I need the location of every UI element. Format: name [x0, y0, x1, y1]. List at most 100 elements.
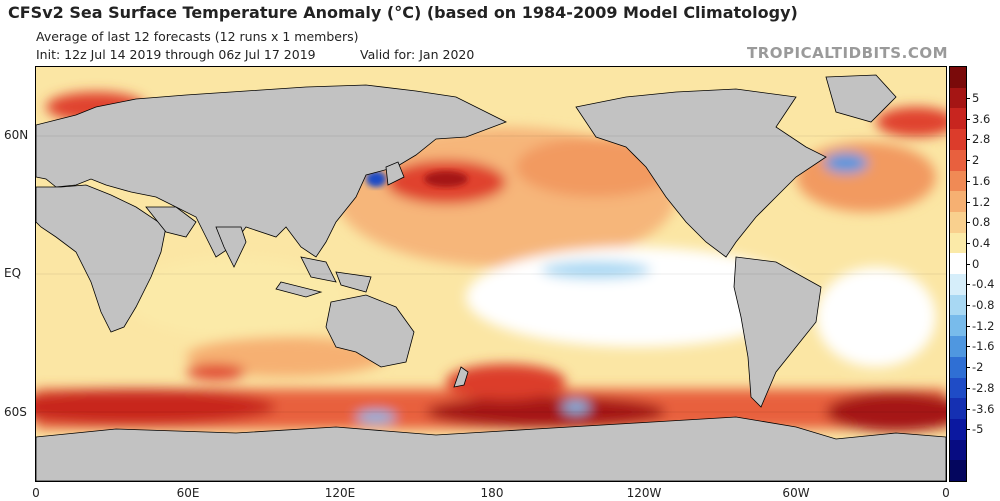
colorbar-tick	[966, 222, 970, 224]
colorbar-tick	[966, 98, 970, 100]
colorbar-label: 1.2	[972, 194, 991, 209]
colorbar-swatch	[950, 191, 966, 213]
south-atlantic-strong-warm	[826, 392, 946, 432]
nordic-seas-warm-anomaly	[876, 107, 946, 137]
colorbar-label: -2	[972, 360, 984, 375]
lat-label-60s: 60S	[4, 405, 27, 419]
south-indian-strong-warm	[36, 389, 276, 425]
lon-label-0-right: 0	[942, 486, 950, 500]
colorbar-swatch	[950, 356, 966, 378]
chart-title: CFSv2 Sea Surface Temperature Anomaly (°…	[8, 3, 798, 22]
tasman-warm-anomaly	[446, 364, 566, 400]
colorbar-tick	[966, 325, 970, 327]
colorbar-tick	[966, 242, 970, 244]
indian-ocean-neutral	[126, 257, 346, 337]
australia-land	[325, 294, 415, 368]
colorbar-tick	[966, 429, 970, 431]
colorbar-swatch	[950, 232, 966, 254]
eurasia-land	[36, 84, 507, 258]
map-canvas	[36, 67, 946, 481]
greenland-land	[825, 74, 897, 123]
colorbar-label: 1.6	[972, 173, 991, 188]
valid-time: Valid for: Jan 2020	[360, 47, 475, 62]
india-land	[215, 226, 247, 268]
site-watermark: TROPICALTIDBITS.COM	[747, 44, 948, 62]
colorbar-label: -2.8	[972, 380, 995, 395]
south-of-australia-cool	[356, 411, 396, 423]
anomaly-field	[36, 92, 946, 432]
colorbar-swatch	[950, 129, 966, 151]
equatorial-pacific-cool-anomaly	[541, 261, 651, 279]
colorbar-tick	[966, 139, 970, 141]
colorbar-swatch	[950, 315, 966, 337]
colorbar-tick	[966, 160, 970, 162]
labrador-cool-anomaly	[824, 153, 868, 173]
forecast-average-note: Average of last 12 forecasts (12 runs x …	[36, 29, 359, 44]
lon-label-180: 180	[480, 486, 504, 500]
antarctica-land	[36, 416, 946, 481]
colorbar-label: -1.2	[972, 318, 995, 333]
colorbar-tick	[966, 284, 970, 286]
colorbar-label: -1.6	[972, 339, 995, 354]
new-guinea-land	[335, 271, 372, 293]
colorbar-tick	[966, 263, 970, 265]
colorbar-label: -5	[972, 422, 984, 437]
lon-label-120w: 120W	[626, 486, 662, 500]
colorbar-label: 5	[972, 91, 980, 106]
south-pacific-cool-spot	[562, 401, 590, 413]
graticule	[36, 135, 946, 413]
colorbar-label: 0	[972, 256, 980, 271]
colorbar-label: -0.4	[972, 277, 995, 292]
colorbar-swatch	[950, 149, 966, 171]
colorbar-tick	[966, 346, 970, 348]
africa-land	[36, 184, 167, 333]
colorbar-swatch	[950, 67, 966, 89]
colorbar-label: 0.4	[972, 235, 991, 250]
colorbar-swatch	[950, 108, 966, 130]
lon-label-60w: 60W	[782, 486, 810, 500]
colorbar-tick	[966, 118, 970, 120]
south-america-land	[733, 256, 822, 408]
colorbar-swatch	[950, 253, 966, 275]
colorbar-swatch	[950, 170, 966, 192]
colorbar-tick	[966, 408, 970, 410]
colorbar-swatch	[950, 439, 966, 461]
colorbar-swatch	[950, 87, 966, 109]
colorbar-label: 3.6	[972, 111, 991, 126]
colorbar-swatch	[950, 418, 966, 441]
colorbar-tick	[966, 367, 970, 369]
north-america-land	[575, 88, 827, 258]
lon-label-120e: 120E	[324, 486, 356, 500]
colorbar-swatch	[950, 336, 966, 358]
south-indian-warm-core	[186, 364, 246, 380]
colorbar-swatch	[950, 211, 966, 234]
lon-label-0-left: 0	[32, 486, 40, 500]
colorbar-swatch	[950, 398, 966, 420]
continents	[36, 74, 946, 481]
japan-land	[385, 161, 405, 186]
colorbar-swatch	[950, 377, 966, 399]
lon-label-60e: 60E	[176, 486, 200, 500]
colorbar-tick	[966, 180, 970, 182]
init-time: Init: 12z Jul 14 2019 through 06z Jul 17…	[36, 47, 316, 62]
sst-anomaly-map	[35, 66, 947, 482]
japan-sea-cool-spot	[366, 171, 386, 187]
colorbar-swatch	[950, 294, 966, 316]
kuroshio-strong-core	[424, 171, 468, 187]
colorbar-label: 0.8	[972, 215, 991, 230]
colorbar-label: 2.8	[972, 132, 991, 147]
colorbar-tick	[966, 201, 970, 203]
colorbar	[949, 66, 967, 482]
colorbar-swatch	[950, 274, 966, 296]
colorbar-label: -0.8	[972, 298, 995, 313]
colorbar-label: -3.6	[972, 401, 995, 416]
java-land	[275, 281, 323, 298]
colorbar-tick	[966, 387, 970, 389]
new-zealand-land	[453, 366, 469, 388]
borneo-land	[300, 256, 337, 283]
arabia-land	[145, 206, 197, 238]
lat-label-eq: EQ	[4, 266, 22, 280]
colorbar-label: 2	[972, 153, 980, 168]
colorbar-swatch	[950, 460, 966, 482]
lat-label-60n: 60N	[4, 128, 29, 142]
